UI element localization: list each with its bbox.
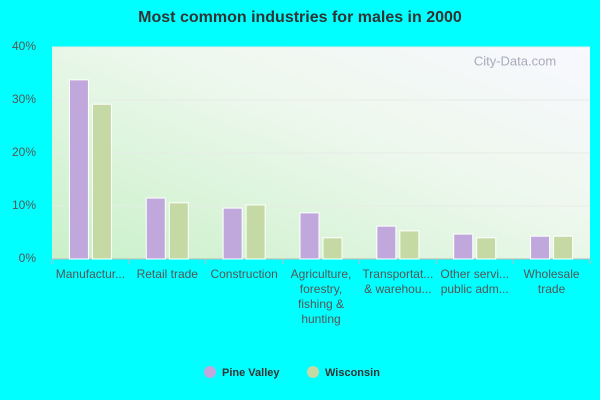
bar [299,212,320,260]
y-tick-label: 0% [19,251,37,265]
y-tick-label: 20% [12,145,36,159]
y-tick-label: 30% [12,92,36,106]
x-tick-label: Wholesale trade [524,267,580,296]
bar [68,79,89,260]
x-tick-label: Other servi... public adm... [440,267,509,296]
x-tick-label: Retail trade [137,267,199,281]
bar [476,237,497,260]
y-tick-label: 10% [12,198,36,212]
legend-swatch [204,366,216,378]
bar [553,235,574,260]
x-tick-label: Agriculture, forestry, fishing & hunting [291,267,352,326]
bar [376,225,397,260]
chart-title: Most common industries for males in 2000 [138,9,462,26]
bar [245,204,266,260]
bar [453,233,474,260]
watermark: City-Data.com [474,53,556,68]
bar [91,103,112,260]
bar [322,237,343,260]
y-tick-label: 40% [12,39,36,53]
bar [145,197,166,260]
x-tick-label: Manufactur... [56,267,125,281]
x-tick-label: Construction [210,267,277,281]
legend-label: Pine Valley [222,367,280,379]
bar [399,230,420,260]
legend-swatch [307,366,319,378]
legend-label: Wisconsin [325,367,380,379]
bar [530,235,551,260]
bar [168,202,189,260]
x-tick-label: Transportat... & warehou... [362,267,433,296]
bar [222,207,243,260]
